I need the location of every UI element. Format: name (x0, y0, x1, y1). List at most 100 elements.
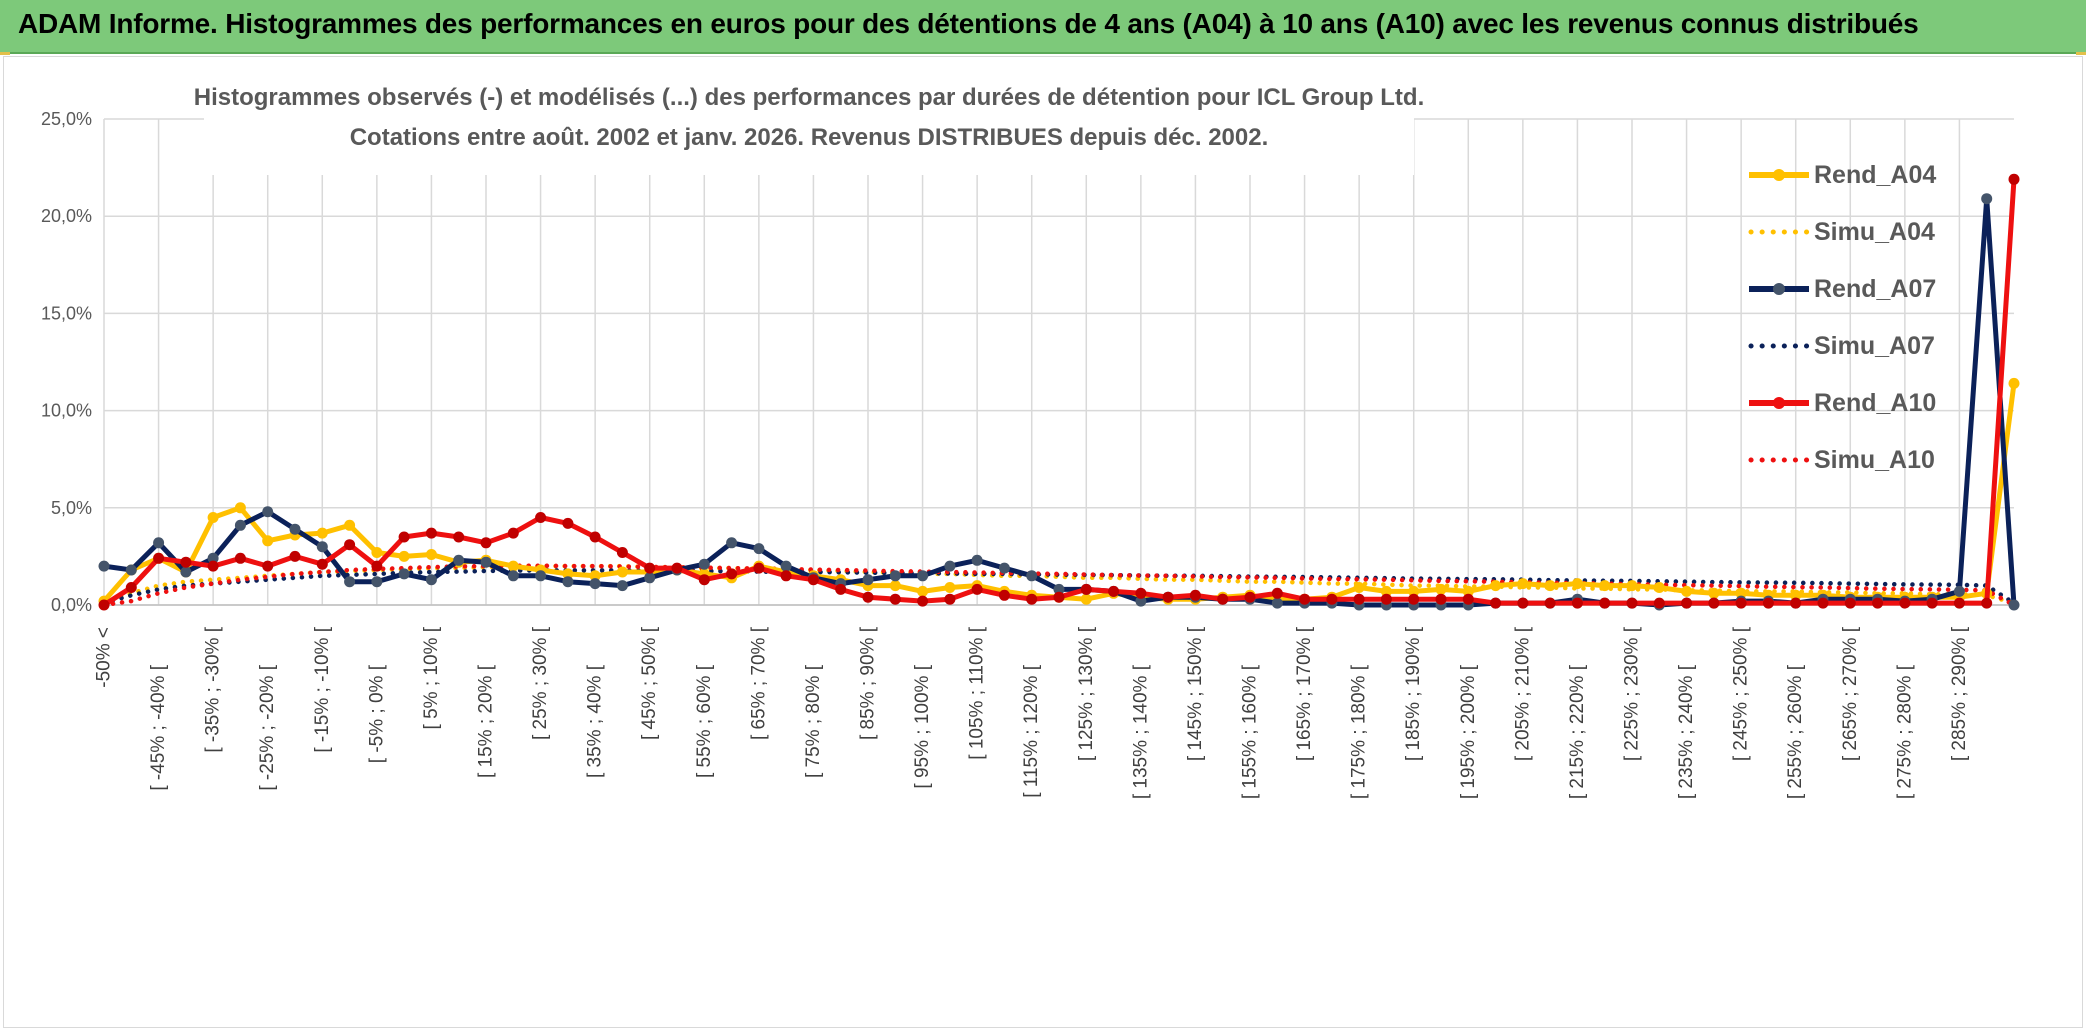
chart-title-block: Histogrammes observés (-) et modélisés (… (194, 77, 1424, 175)
data-point-Rend_A10 (1872, 597, 1884, 609)
data-point-Rend_A04 (1490, 580, 1502, 592)
data-point-Rend_A10 (1626, 597, 1638, 609)
data-point-Rend_A07 (1981, 193, 1993, 205)
legend-label-Simu_A07: Simu_A07 (1814, 332, 1935, 360)
data-point-Rend_A10 (1408, 593, 1420, 605)
y-tick-label: 20,0% (41, 206, 92, 226)
legend-label-Rend_A10: Rend_A10 (1814, 389, 1936, 417)
series-line-Simu_A07 (101, 568, 2017, 606)
data-point-Rend_A10 (1162, 591, 1174, 603)
x-tick-label: [ 175% ; 180% [ (1349, 664, 1370, 799)
legend-label-Simu_A10: Simu_A10 (1814, 446, 1935, 474)
x-axis-ticks: -50% < [ -45% ; -40% [[ -35% ; -30% [[ -2… (94, 626, 1970, 799)
x-tick-label: [ 275% ; 280% [ (1894, 664, 1915, 799)
data-point-Rend_A07 (616, 580, 628, 592)
legend-marker-Rend_A07 (1773, 283, 1785, 295)
data-point-Rend_A10 (1135, 587, 1147, 599)
data-point-Rend_A10 (1571, 597, 1583, 609)
data-point-Rend_A10 (835, 583, 847, 595)
data-point-Rend_A07 (425, 574, 437, 586)
performance-histogram-chart: 0,0% 5,0% 10,0% 15,0% 20,0% 25,0% -50% < [ -45… (41, 77, 2020, 799)
data-point-Rend_A10 (1353, 593, 1365, 605)
data-point-Rend_A10 (425, 527, 437, 539)
data-point-Rend_A07 (562, 576, 574, 588)
data-point-Rend_A07 (862, 574, 874, 586)
legend: Rend_A04 Simu_A04 Rend_A07 Simu_A07 Rend_A10… (1748, 161, 1936, 474)
data-point-Rend_A07 (316, 541, 328, 553)
data-point-Rend_A10 (1653, 597, 1665, 609)
data-point-Rend_A10 (589, 531, 601, 543)
data-point-Rend_A10 (1271, 587, 1283, 599)
data-point-Rend_A10 (944, 593, 956, 605)
data-point-Rend_A04 (1708, 587, 1720, 599)
x-tick-label: [ 185% ; 190% [ (1403, 626, 1424, 761)
data-point-Rend_A10 (1217, 593, 1229, 605)
data-point-Rend_A07 (207, 552, 219, 564)
data-point-Rend_A04 (1517, 578, 1529, 590)
data-point-Rend_A07 (753, 543, 765, 555)
data-point-Rend_A10 (1435, 593, 1447, 605)
report-title: ADAM Informe. Histogrammes des performan… (18, 8, 1919, 39)
data-point-Rend_A07 (180, 566, 192, 578)
data-point-Rend_A04 (1790, 589, 1802, 601)
data-point-Rend_A10 (398, 531, 410, 543)
legend-label-Simu_A04: Simu_A04 (1814, 218, 1935, 246)
y-tick-label: 10,0% (41, 401, 92, 421)
data-point-Rend_A07 (644, 572, 656, 584)
data-point-Rend_A04 (316, 527, 328, 539)
data-point-Rend_A10 (1817, 597, 1829, 609)
data-point-Rend_A07 (398, 568, 410, 580)
corner-accent-right (2076, 52, 2086, 55)
data-point-Rend_A10 (289, 550, 301, 562)
x-tick-label: [ 85% ; 90% [ (858, 626, 879, 740)
data-point-Rend_A07 (698, 558, 710, 570)
data-point-Rend_A10 (1026, 593, 1038, 605)
x-tick-label: [ 125% ; 130% [ (1076, 626, 1097, 761)
data-point-Rend_A07 (1953, 585, 1965, 597)
data-point-Rend_A04 (1462, 585, 1474, 597)
data-point-Rend_A10 (1053, 591, 1065, 603)
data-point-Rend_A07 (726, 537, 738, 549)
data-point-Rend_A04 (1080, 593, 1092, 605)
x-tick-label: [ 205% ; 210% [ (1512, 626, 1533, 761)
data-point-Rend_A07 (371, 576, 383, 588)
data-point-Rend_A10 (1189, 589, 1201, 601)
data-point-Rend_A07 (480, 556, 492, 568)
data-point-Rend_A10 (507, 527, 519, 539)
data-point-Rend_A04 (234, 502, 246, 514)
data-point-Rend_A04 (1653, 582, 1665, 593)
data-point-Rend_A10 (1326, 593, 1338, 605)
data-point-Rend_A04 (2008, 377, 2020, 389)
x-tick-label: [ -15% ; -10% [ (312, 626, 333, 752)
x-tick-label: [ 235% ; 240% [ (1676, 664, 1697, 799)
data-point-Rend_A04 (889, 580, 901, 592)
series-line-Rend_A10 (102, 179, 2017, 608)
x-tick-label: [ 35% ; 40% [ (585, 664, 606, 778)
y-tick-label: 0,0% (51, 595, 92, 615)
x-tick-label: [ -45% ; -40% [ (148, 664, 169, 790)
x-tick-label: [ -35% ; -30% [ (203, 626, 224, 752)
x-tick-label: [ 195% ; 200% [ (1458, 664, 1479, 799)
x-tick-label: [ 255% ; 260% [ (1785, 664, 1806, 799)
y-tick-label: 25,0% (41, 109, 92, 129)
x-tick-label: [ 65% ; 70% [ (748, 626, 769, 740)
legend-marker-Rend_A10 (1773, 397, 1785, 409)
y-axis-ticks: 0,0% 5,0% 10,0% 15,0% 20,0% 25,0% (41, 109, 92, 615)
data-point-Rend_A10 (180, 556, 192, 568)
data-point-Rend_A10 (1517, 597, 1529, 609)
data-point-Rend_A07 (453, 554, 465, 566)
data-point-Rend_A10 (1108, 585, 1120, 597)
data-point-Rend_A10 (98, 599, 110, 611)
data-point-Rend_A04 (589, 570, 601, 582)
x-tick-label: [ 45% ; 50% [ (639, 626, 660, 740)
corner-accent-left (0, 52, 10, 55)
data-point-Rend_A10 (1299, 593, 1311, 605)
data-point-Rend_A07 (507, 570, 519, 582)
data-point-Rend_A07 (589, 578, 601, 590)
legend-label-Rend_A04: Rend_A04 (1814, 161, 1936, 189)
data-point-Rend_A10 (207, 560, 219, 572)
x-tick-label: [ 5% ; 10% [ (421, 626, 442, 729)
data-point-Rend_A10 (1380, 593, 1392, 605)
data-point-Rend_A04 (398, 550, 410, 562)
legend-label-Rend_A07: Rend_A07 (1814, 275, 1936, 303)
